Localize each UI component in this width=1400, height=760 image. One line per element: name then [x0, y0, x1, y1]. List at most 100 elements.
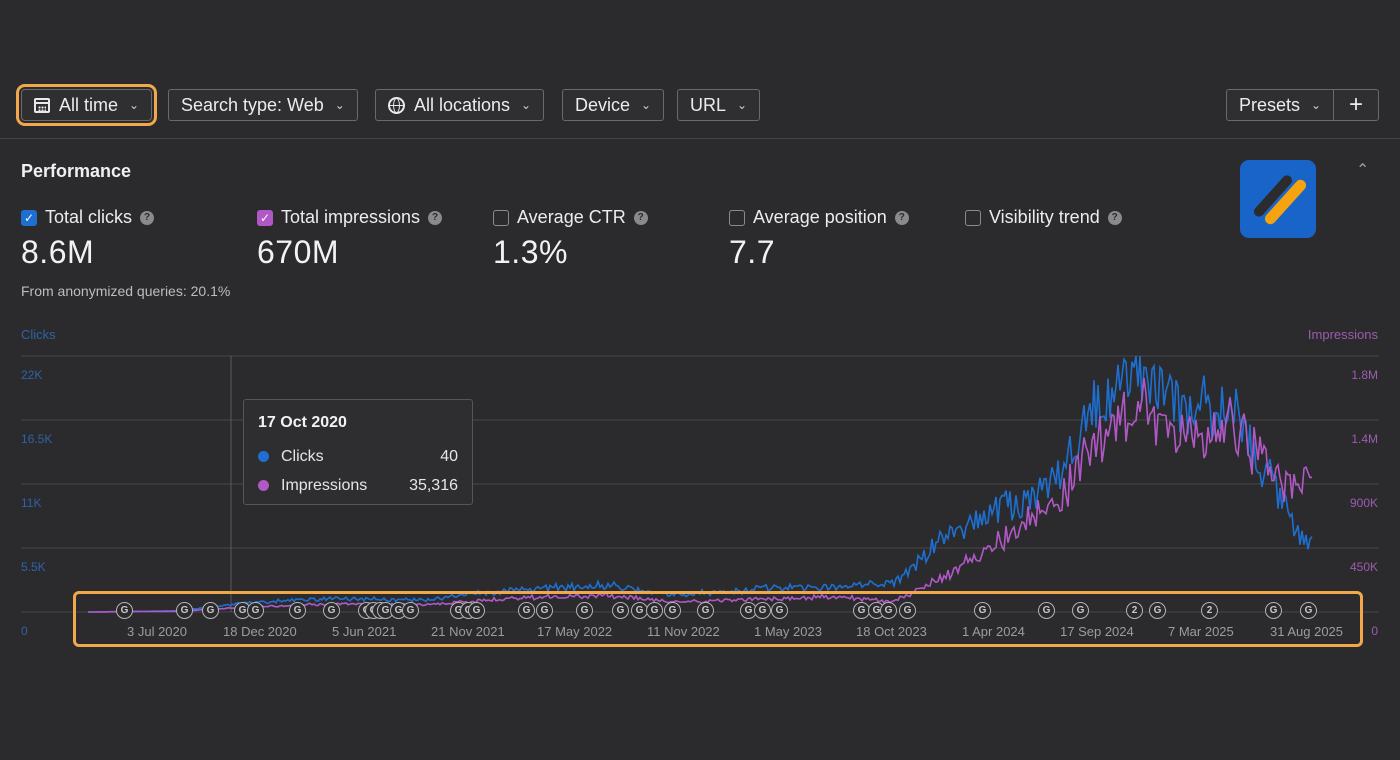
google-update-marker-icon[interactable]: G: [116, 602, 133, 619]
collapse-chevron-icon[interactable]: ⌃: [1356, 162, 1370, 179]
google-update-marker-icon[interactable]: G: [697, 602, 714, 619]
clicks-series-line: [88, 355, 1313, 613]
google-update-marker-icon[interactable]: 2: [1126, 602, 1143, 619]
metric-label: Average position: [753, 207, 887, 227]
chart-tooltip: 17 Oct 2020 Clicks 40 Impressions 35,316: [243, 399, 473, 505]
calendar-icon: [34, 97, 50, 113]
google-update-marker-icon[interactable]: G: [646, 602, 663, 619]
locations-dropdown[interactable]: All locations ⌄: [375, 89, 545, 121]
metric-total-impressions: ✓ Total impressions ? 670M: [257, 207, 443, 271]
performance-title: Performance: [21, 161, 132, 181]
google-update-marker-icon[interactable]: G: [771, 602, 788, 619]
metric-label: Total impressions: [281, 207, 421, 227]
metric-average-ctr: Average CTR ? 1.3%: [493, 207, 648, 271]
google-update-marker-icon[interactable]: G: [1300, 602, 1317, 619]
brand-logo: [1240, 160, 1316, 238]
google-update-marker-icon[interactable]: 2: [1201, 602, 1218, 619]
average-ctr-checkbox[interactable]: [493, 209, 509, 226]
url-label: URL: [690, 94, 727, 115]
chevron-down-icon: ⌄: [737, 98, 748, 112]
url-dropdown[interactable]: URL ⌄: [677, 89, 761, 121]
x-axis-label: 17 May 2022: [537, 624, 613, 639]
add-preset-button[interactable]: +: [1333, 89, 1379, 121]
x-axis-label: 3 Jul 2020: [127, 624, 187, 639]
google-update-marker-icon[interactable]: G: [1265, 602, 1282, 619]
google-update-marker-icon[interactable]: G: [1038, 602, 1055, 619]
left-tick: 11K: [21, 496, 42, 510]
google-update-marker-icon[interactable]: G: [289, 602, 306, 619]
right-tick: 900K: [1349, 496, 1378, 510]
google-update-marker-icon[interactable]: G: [402, 602, 419, 619]
right-tick: 0: [1371, 624, 1378, 638]
x-axis-label: 17 Sep 2024: [1060, 624, 1134, 639]
chevron-down-icon: ⌄: [334, 98, 345, 112]
metric-label: Visibility trend: [989, 207, 1100, 227]
x-axis-label: 5 Jun 2021: [332, 624, 397, 639]
metric-value: 670M: [257, 234, 340, 270]
tooltip-series-value: 35,316: [409, 476, 458, 494]
google-update-marker-icon[interactable]: G: [1072, 602, 1089, 619]
presets-label: Presets: [1239, 94, 1301, 115]
tooltip-row-clicks: Clicks 40: [258, 442, 458, 471]
google-update-marker-icon[interactable]: G: [176, 602, 193, 619]
chevron-down-icon: ⌄: [1311, 98, 1322, 112]
right-tick: 1.8M: [1351, 368, 1378, 382]
google-update-marker-icon[interactable]: G: [899, 602, 916, 619]
date-range-dropdown[interactable]: All time ⌄: [15, 84, 158, 126]
google-update-marker-icon[interactable]: G: [612, 602, 629, 619]
google-update-marker-icon[interactable]: G: [631, 602, 648, 619]
help-icon[interactable]: ?: [428, 210, 443, 225]
google-update-marker-icon[interactable]: G: [202, 602, 219, 619]
google-update-marker-icon[interactable]: G: [576, 602, 593, 619]
visibility-trend-checkbox[interactable]: [965, 209, 981, 226]
left-tick: 22K: [21, 368, 43, 382]
google-update-marker-icon[interactable]: G: [754, 602, 771, 619]
google-update-marker-icon[interactable]: G: [536, 602, 553, 619]
help-icon[interactable]: ?: [1107, 210, 1122, 225]
help-icon[interactable]: ?: [894, 210, 909, 225]
metric-total-clicks: ✓ Total clicks ? 8.6M: [21, 207, 155, 271]
metric-visibility-trend: Visibility trend ?: [965, 207, 1122, 228]
timeline-highlight: [73, 591, 1363, 647]
total-impressions-checkbox[interactable]: ✓: [257, 209, 273, 226]
google-update-marker-icon[interactable]: G: [1149, 602, 1166, 619]
google-update-marker-icon[interactable]: G: [664, 602, 681, 619]
google-update-marker-icon[interactable]: G: [468, 602, 485, 619]
metric-average-position: Average position ? 7.7: [729, 207, 909, 271]
globe-icon: [388, 96, 405, 114]
presets-dropdown[interactable]: Presets ⌄: [1226, 89, 1334, 121]
date-range-label: All time: [59, 94, 119, 115]
google-update-marker-icon[interactable]: G: [377, 602, 394, 619]
chevron-down-icon: ⌄: [641, 98, 652, 112]
x-axis-label: 1 Apr 2024: [962, 624, 1025, 639]
tooltip-row-impressions: Impressions 35,316: [258, 471, 458, 500]
google-update-marker-icon[interactable]: G: [974, 602, 991, 619]
average-position-checkbox[interactable]: [729, 209, 745, 226]
search-type-dropdown[interactable]: Search type: Web ⌄: [168, 89, 358, 121]
metric-value: 7.7: [729, 234, 775, 270]
google-update-marker-icon[interactable]: G: [323, 602, 340, 619]
x-axis-label: 21 Nov 2021: [431, 624, 505, 639]
left-axis-title: Clicks: [21, 327, 56, 342]
metric-label: Total clicks: [45, 207, 133, 227]
google-update-marker-icon[interactable]: G: [518, 602, 535, 619]
help-icon[interactable]: ?: [633, 210, 648, 225]
google-update-marker-icon[interactable]: G: [880, 602, 897, 619]
device-label: Device: [575, 94, 631, 115]
filter-toolbar: All time ⌄ Search type: Web ⌄ All locati…: [0, 0, 1400, 139]
tooltip-series-value: 40: [440, 447, 458, 465]
total-clicks-checkbox[interactable]: ✓: [21, 209, 37, 226]
tooltip-series-name: Clicks: [281, 447, 324, 465]
x-axis-label: 1 May 2023: [754, 624, 822, 639]
device-dropdown[interactable]: Device ⌄: [562, 89, 665, 121]
x-axis-label: 18 Oct 2023: [856, 624, 927, 639]
google-update-marker-icon[interactable]: G: [247, 602, 264, 619]
chevron-down-icon: ⌄: [521, 98, 532, 112]
tooltip-date: 17 Oct 2020: [258, 414, 347, 431]
tooltip-series-name: Impressions: [281, 476, 368, 494]
impressions-dot: [258, 480, 269, 491]
plus-icon: +: [1348, 91, 1363, 118]
help-icon[interactable]: ?: [140, 210, 155, 225]
clicks-dot: [258, 451, 269, 462]
left-tick: 16.5K: [21, 432, 53, 446]
